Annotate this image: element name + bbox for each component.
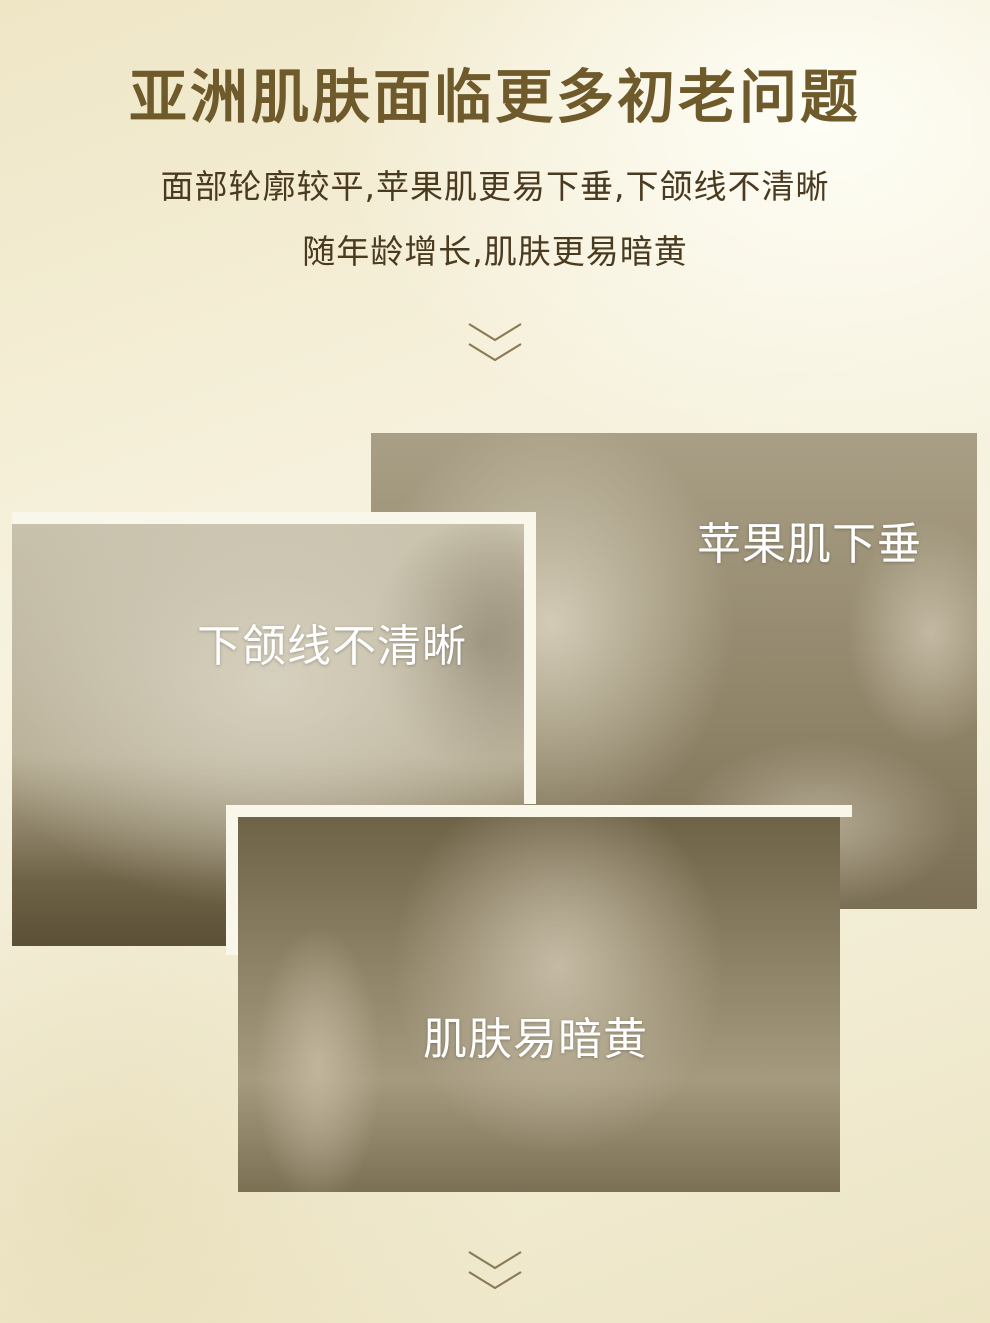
photo-border [12, 512, 536, 524]
apple-cheek-label: 苹果肌下垂 [697, 519, 922, 570]
dull-skin-photo [238, 817, 840, 1192]
photo-border [226, 805, 852, 817]
subtitle-line-1: 面部轮廓较平,苹果肌更易下垂,下颌线不清晰 [160, 167, 830, 206]
double-chevron-down-icon [468, 1251, 522, 1290]
subtitle-line-2: 随年龄增长,肌肤更易暗黄 [302, 232, 688, 271]
page-title: 亚洲肌肤面临更多初老问题 [128, 63, 861, 131]
photo-border [226, 805, 238, 955]
jawline-label: 下颌线不清晰 [197, 621, 467, 672]
double-chevron-down-icon [468, 323, 522, 362]
dull-skin-label: 肌肤易暗黄 [423, 1014, 648, 1065]
